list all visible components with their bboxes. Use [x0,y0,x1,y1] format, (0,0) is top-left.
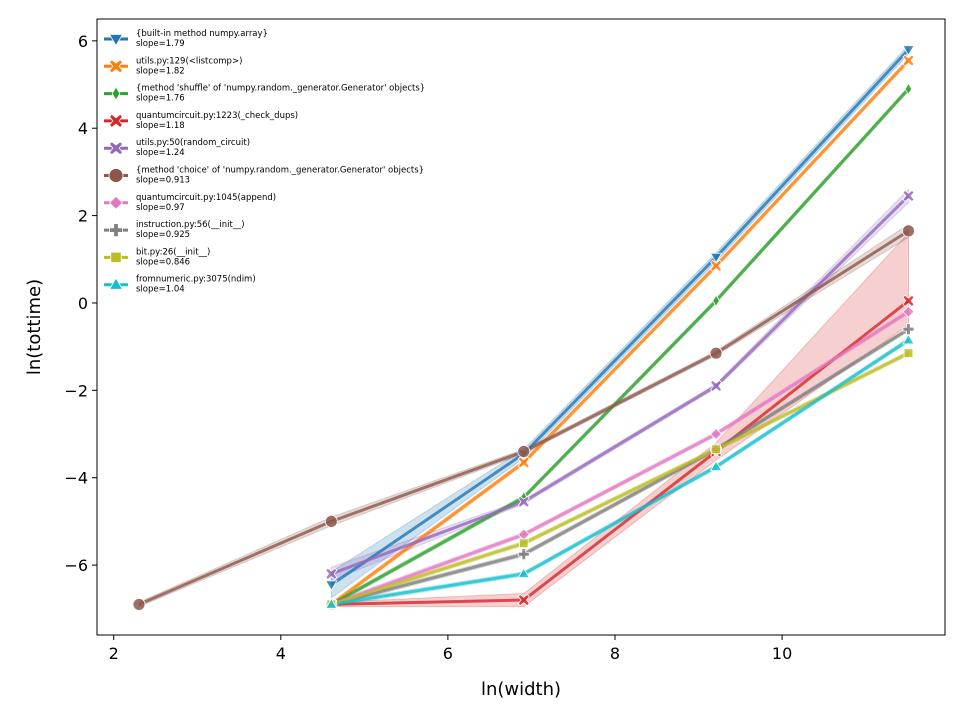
confidence-band [330,188,909,582]
legend-slope: slope=1.79 [136,39,185,49]
legend-slope: slope=0.913 [136,176,190,186]
legend-slope: slope=1.18 [136,121,185,131]
data-point [902,224,915,238]
series-line [330,310,910,606]
legend-marker [108,141,124,156]
series-line [330,351,910,606]
legend-label: instruction.py:56(__init__) [136,220,245,230]
legend-label: quantumcircuit.py:1223(_check_dups) [136,111,298,121]
series-line [331,299,910,606]
y-tick-label: −6 [64,556,88,575]
data-point [709,346,723,360]
data-point [712,294,720,308]
data-point [325,598,338,609]
series-line [331,338,910,606]
y-axis-ticks: −6 −4 −2 0 2 4 6 [64,32,97,575]
series-line [330,48,910,586]
series-line [330,327,910,606]
data-point [710,379,723,393]
legend-slope: slope=0.925 [136,230,190,240]
legend-marker [108,113,124,128]
data-point [325,567,338,580]
legend-marker [108,168,124,183]
x-tick-label: 2 [109,644,119,663]
data-point [709,252,723,264]
data-point [517,567,530,579]
x-tick-label: 4 [276,644,286,663]
x-axis-ticks: 2 4 6 8 10 [109,635,792,663]
y-tick-label: −4 [64,469,88,488]
data-point [517,495,530,508]
x-axis-label: ln(width) [481,679,561,700]
data-point [902,333,915,345]
data-point [902,189,915,202]
series-line [330,59,910,606]
legend-marker [111,86,121,101]
legend-marker [108,195,124,210]
series-lines [138,48,910,606]
data-point [709,460,723,472]
x-tick-label: 10 [772,644,792,663]
data-point [902,294,915,307]
data-point [517,548,530,561]
legend-slope: slope=0.846 [136,257,190,267]
plot-frame [96,18,946,636]
data-point [902,54,915,67]
y-tick-label: 0 [78,294,88,313]
legend-label: {method 'shuffle' of 'numpy.random._gene… [136,84,425,94]
legend-label: quantumcircuit.py:1045(append) [136,193,276,203]
legend-marker [108,277,124,290]
legend-label: bit.py:26(__init__) [136,247,210,257]
x-tick-label: 8 [610,644,620,663]
data-point [517,445,531,458]
legend-label: utils.py:129(<listcomp>) [136,56,242,66]
data-point [902,45,915,56]
legend-slope: slope=1.24 [136,148,185,158]
legend-marker [108,34,124,47]
data-point [902,305,915,318]
data-point [132,598,146,611]
y-tick-label: 6 [78,32,88,51]
data-point [903,348,914,359]
data-point [710,259,723,272]
series-line [330,87,910,606]
legend-slope: slope=0.97 [136,203,185,213]
legend: {built-in method numpy.array}slope=1.79 u… [104,29,425,295]
x-tick-label: 6 [443,644,453,663]
legend-label: {built-in method numpy.array} [136,29,268,39]
y-tick-label: 4 [78,119,88,138]
y-axis-label: ln(tottime) [24,279,45,375]
legend-slope: slope=1.76 [136,94,185,104]
legend-marker [109,223,123,238]
data-point [517,594,530,607]
data-point [902,323,915,336]
y-tick-label: 2 [78,207,88,226]
data-point [904,82,913,96]
data-point [711,444,721,455]
series-markers [132,45,915,611]
legend-label: {method 'choice' of 'numpy.random._gener… [136,166,424,176]
data-point [324,515,338,528]
legend-marker [110,251,122,263]
data-point [325,580,338,592]
data-point [518,538,529,549]
legend-slope: slope=1.04 [136,285,185,295]
data-point [517,456,530,469]
confidence-band [138,223,909,608]
y-tick-label: −2 [64,381,88,400]
legend-slope: slope=1.82 [136,66,185,76]
legend-marker [108,59,124,74]
data-point [710,427,723,441]
legend-label: utils.py:50(random_circuit) [136,138,250,148]
legend-label: fromnumeric.py:3075(ndim) [136,275,256,285]
